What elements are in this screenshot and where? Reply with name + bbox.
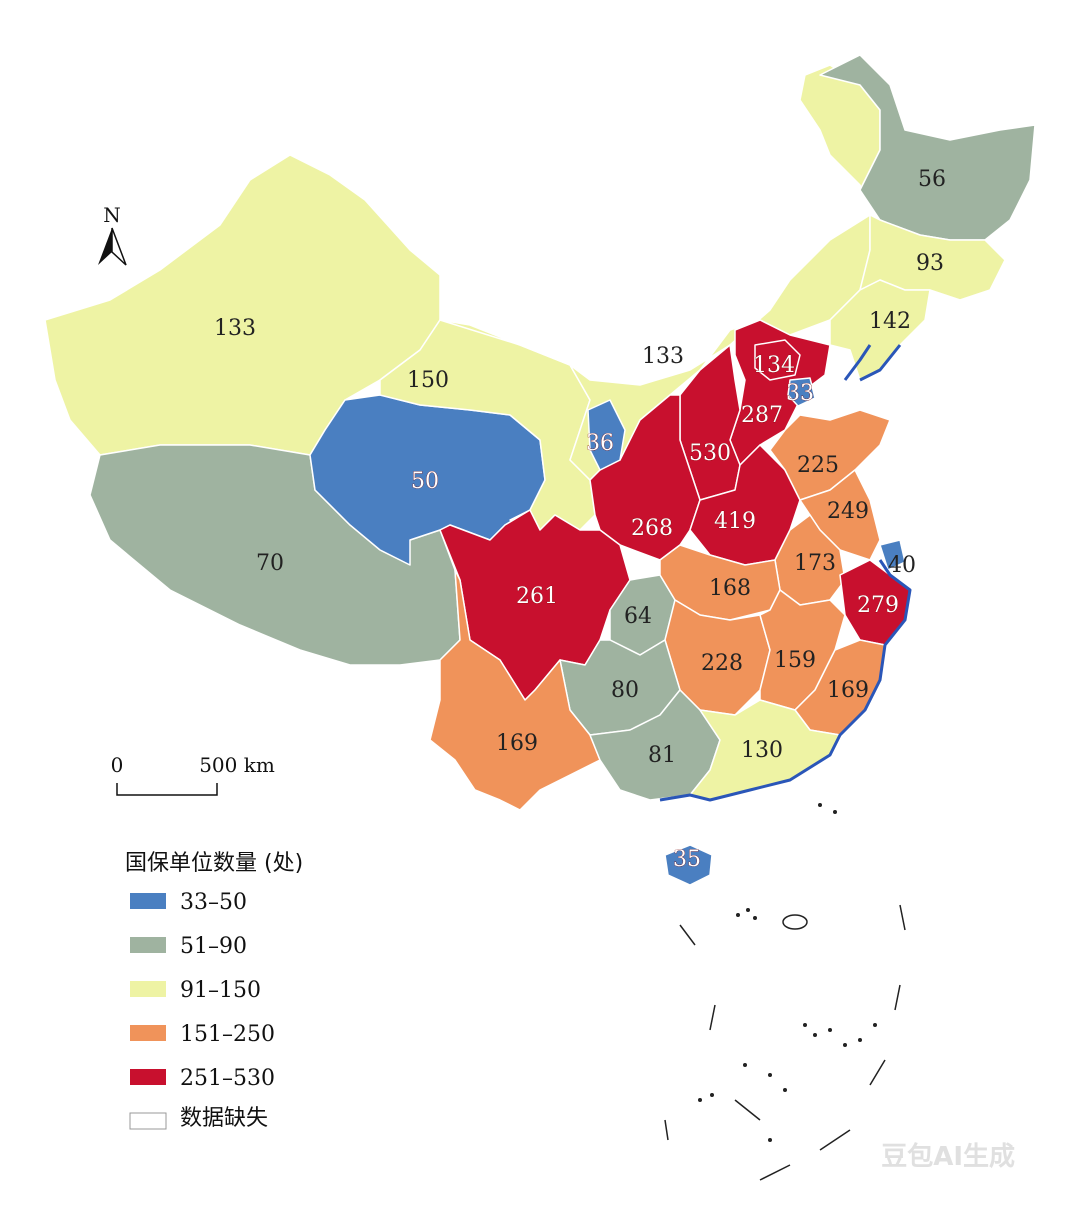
value-label: 35: [673, 847, 701, 872]
value-label: 130: [741, 738, 783, 763]
region-liaoning: [829, 279, 931, 381]
legend-label: 151–250: [180, 1022, 275, 1047]
value-label: 419: [714, 509, 756, 534]
value-labels: 133 70 50 150 133 56 93 142 134 33 36 28…: [214, 167, 946, 872]
legend-swatch: [130, 1025, 166, 1041]
legend-swatch: [130, 937, 166, 953]
value-label: 169: [827, 678, 869, 703]
south-sea-islands: [664, 904, 906, 1181]
legend-swatch: [130, 1069, 166, 1085]
value-label: 64: [624, 604, 652, 629]
region-tianjin: [787, 377, 816, 407]
value-label: 36: [586, 431, 614, 456]
north-arrow-label: N: [103, 203, 121, 227]
region-shanghai: [879, 539, 906, 571]
scale-distance-label: 500 km: [199, 753, 275, 777]
region-henan: [689, 444, 801, 566]
region-heilongjiang: [819, 54, 1036, 241]
value-label: 287: [741, 403, 783, 428]
region-beijing: [754, 339, 801, 381]
value-label: 40: [888, 553, 916, 578]
value-label: 279: [857, 593, 899, 618]
value-label: 134: [753, 353, 795, 378]
value-label: 133: [214, 316, 256, 341]
value-label: 268: [631, 516, 673, 541]
scale-bar: 0 500 km: [111, 753, 275, 796]
value-label: 150: [407, 368, 449, 393]
legend-label: 数据缺失: [180, 1106, 268, 1131]
provinces: [44, 54, 1036, 886]
value-label: 33: [786, 381, 814, 406]
legend-swatch: [130, 893, 166, 909]
value-label: 80: [611, 678, 639, 703]
value-label: 142: [869, 309, 911, 334]
island-dots: [698, 803, 877, 1142]
value-label: 225: [797, 453, 839, 478]
scale-zero-label: 0: [111, 753, 124, 777]
region-yunnan: [429, 569, 601, 811]
value-label: 70: [256, 551, 284, 576]
value-label: 50: [411, 469, 439, 494]
coastline: [659, 344, 912, 802]
north-arrow: N: [98, 203, 127, 266]
legend-label: 251–530: [180, 1066, 275, 1091]
value-label: 228: [701, 651, 743, 676]
legend-title: 国保单位数量 (处): [125, 851, 303, 876]
legend-swatch: [130, 981, 166, 997]
value-label: 169: [496, 731, 538, 756]
value-label: 168: [709, 576, 751, 601]
value-label: 133: [642, 344, 684, 369]
value-label: 261: [516, 584, 558, 609]
legend-label: 33–50: [180, 890, 247, 915]
legend-label: 51–90: [180, 934, 247, 959]
value-label: 56: [918, 167, 946, 192]
region-taiwan: [907, 694, 933, 771]
value-label: 173: [794, 551, 836, 576]
value-label: 249: [827, 499, 869, 524]
region-hainan: [664, 844, 713, 886]
region-shandong: [769, 409, 891, 501]
legend: 国保单位数量 (处) 33–50 51–90 91–150 151–250 25…: [125, 851, 303, 1131]
legend-label: 91–150: [180, 978, 261, 1003]
watermark: 豆包AI生成: [881, 1141, 1015, 1172]
north-arrow-icon: [98, 228, 112, 265]
value-label: 159: [774, 648, 816, 673]
region-ningxia: [587, 399, 626, 471]
value-label: 93: [916, 251, 944, 276]
value-label: 81: [648, 743, 676, 768]
legend-swatch: [129, 1112, 167, 1130]
value-label: 530: [689, 441, 731, 466]
